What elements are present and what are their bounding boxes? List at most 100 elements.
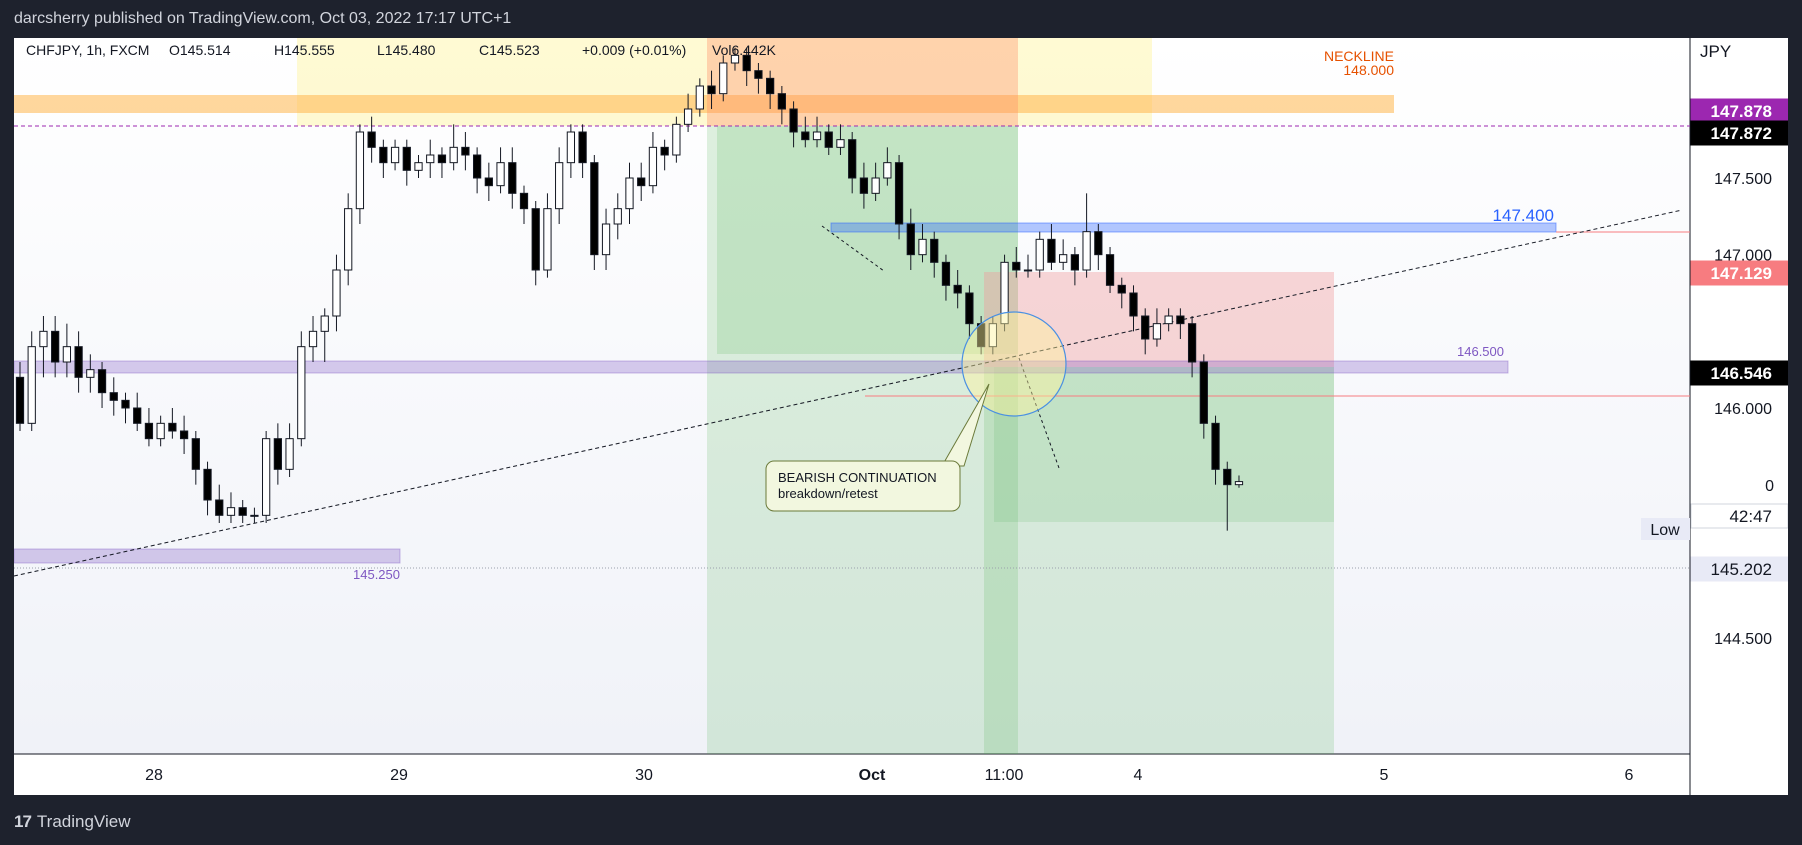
x-tick-label: 6 xyxy=(1625,767,1634,784)
candle-body xyxy=(754,70,763,79)
price-label: 42:47 xyxy=(1729,507,1772,526)
price-label: 147.878 xyxy=(1711,102,1772,121)
tradingview-logo[interactable]: 17 TradingView xyxy=(14,812,130,832)
chart-frame[interactable]: BEARISH CONTINUATION breakdown/retest NE… xyxy=(14,38,1788,795)
candle-body xyxy=(1035,238,1044,271)
candle-body xyxy=(1129,292,1138,317)
candle-body xyxy=(27,346,36,424)
candle-body xyxy=(390,146,400,164)
price-label: 145.202 xyxy=(1711,560,1772,579)
candle-body xyxy=(297,346,306,440)
candle-body xyxy=(894,162,904,225)
candle-body xyxy=(566,131,576,164)
legend-symbol: CHFJPY, 1h, FXCM xyxy=(26,42,149,58)
candle-body xyxy=(777,93,786,110)
candle-body xyxy=(109,392,118,401)
candle-body xyxy=(660,146,669,156)
candle-body xyxy=(672,123,681,156)
publisher-line: darcsherry published on TradingView.com,… xyxy=(14,10,512,27)
axis-partial-label: 0 xyxy=(1765,478,1774,495)
price-label-bg xyxy=(1690,260,1788,286)
candle-body xyxy=(414,162,423,171)
candle-body xyxy=(144,422,154,440)
low-tag-bg xyxy=(1641,518,1690,540)
path-line-2 xyxy=(1018,357,1060,469)
candles xyxy=(15,47,1244,531)
candle-body xyxy=(273,438,282,470)
candle-body xyxy=(332,269,341,317)
level-145250-label: 145.250 xyxy=(353,567,400,582)
sell-zone-right xyxy=(984,367,1334,754)
candle-body xyxy=(824,131,833,148)
price-label: 147.129 xyxy=(1711,264,1772,283)
candle-body xyxy=(1199,361,1208,424)
candle-body xyxy=(812,131,822,141)
ohlc-legend: CHFJPY, 1h, FXCM O145.514 H145.555 L145.… xyxy=(26,42,776,58)
x-tick-label: 5 xyxy=(1380,767,1389,784)
candle-body xyxy=(590,162,599,256)
candle-body xyxy=(625,177,634,210)
candle-body xyxy=(1059,254,1068,263)
candle-body xyxy=(543,208,552,271)
tv-brand: TradingView xyxy=(36,812,131,831)
price-axis[interactable] xyxy=(1690,38,1788,754)
candle-body xyxy=(86,369,95,378)
candle-body xyxy=(1176,315,1185,325)
candle-body xyxy=(637,177,646,187)
legend-open: O145.514 xyxy=(169,42,231,58)
candle-body xyxy=(941,261,951,286)
y-tick-label: 146.000 xyxy=(1714,401,1772,418)
candle-body xyxy=(226,507,236,516)
tv-logo-icon: 17 xyxy=(14,812,32,831)
candle-body xyxy=(355,131,365,210)
candle-body xyxy=(203,468,212,501)
candle-body xyxy=(1023,269,1033,272)
time-axis[interactable] xyxy=(14,754,1690,795)
candle-body xyxy=(508,162,517,194)
currency-label: JPY xyxy=(1700,42,1731,61)
y-tick-label: 147.000 xyxy=(1714,248,1772,265)
candle-body xyxy=(789,108,798,133)
candle-body xyxy=(62,346,72,363)
candle-body xyxy=(555,162,564,210)
candle-body xyxy=(1223,468,1232,486)
y-tick-label: 144.500 xyxy=(1714,631,1772,648)
level-147400-label: 147.400 xyxy=(1493,206,1554,225)
low-tag: Low xyxy=(1650,522,1680,539)
candle-body xyxy=(496,162,505,187)
level-145250-band xyxy=(14,548,401,564)
candle-body xyxy=(285,438,294,470)
neckline-zone xyxy=(14,95,1394,113)
candle-body xyxy=(1211,422,1220,470)
x-ticks: 28 29 30 Oct 11:00 4 5 6 xyxy=(145,767,1633,784)
candle-body xyxy=(133,407,142,424)
candle-body xyxy=(695,85,704,110)
candle-body xyxy=(156,422,165,440)
x-tick-label: 30 xyxy=(635,767,653,784)
candle-body xyxy=(168,422,177,432)
candle-body xyxy=(519,192,529,210)
candle-body xyxy=(930,238,939,263)
path-line-1 xyxy=(821,225,885,272)
price-label-bg xyxy=(1690,120,1788,146)
candle-body xyxy=(1105,254,1115,286)
candle-body xyxy=(707,85,716,95)
candle-body xyxy=(215,499,224,516)
candle-body xyxy=(74,346,83,378)
candle-body xyxy=(1141,315,1150,340)
candle-body xyxy=(766,77,775,95)
candle-body xyxy=(906,223,915,256)
level-147400-band xyxy=(830,222,1557,233)
candle-body xyxy=(1012,261,1021,271)
candle-body xyxy=(179,430,189,440)
neckline-label: NECKLINE xyxy=(1324,48,1394,64)
chart-canvas[interactable]: BEARISH CONTINUATION breakdown/retest NE… xyxy=(14,38,1788,795)
legend-low: L145.480 xyxy=(377,42,436,58)
candle-body xyxy=(379,146,388,164)
price-label-bg xyxy=(1690,556,1788,582)
candle-body xyxy=(918,238,927,256)
candle-body xyxy=(39,330,48,348)
stop-zone-right xyxy=(984,272,1334,367)
callout-line2: breakdown/retest xyxy=(778,486,878,501)
price-labels: 147.878 147.872 147.129 146.546 42:47 145.202 xyxy=(1690,98,1788,582)
